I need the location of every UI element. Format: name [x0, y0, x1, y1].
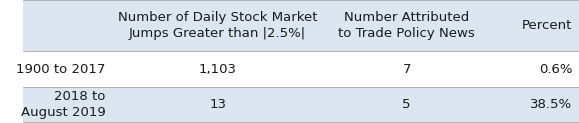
Text: 0.6%: 0.6%	[539, 63, 572, 76]
Text: 1900 to 2017: 1900 to 2017	[16, 63, 105, 76]
Text: Percent: Percent	[522, 19, 572, 32]
FancyBboxPatch shape	[23, 51, 579, 87]
Text: 13: 13	[209, 98, 226, 111]
Text: Number of Daily Stock Market
Jumps Greater than |2.5%|: Number of Daily Stock Market Jumps Great…	[118, 11, 317, 40]
Text: 1,103: 1,103	[199, 63, 237, 76]
FancyBboxPatch shape	[23, 0, 579, 51]
Text: 2018 to
August 2019: 2018 to August 2019	[20, 90, 105, 119]
Text: 7: 7	[402, 63, 411, 76]
FancyBboxPatch shape	[23, 87, 579, 122]
Text: 38.5%: 38.5%	[530, 98, 572, 111]
Text: Number Attributed
to Trade Policy News: Number Attributed to Trade Policy News	[338, 11, 475, 40]
Text: 5: 5	[402, 98, 411, 111]
